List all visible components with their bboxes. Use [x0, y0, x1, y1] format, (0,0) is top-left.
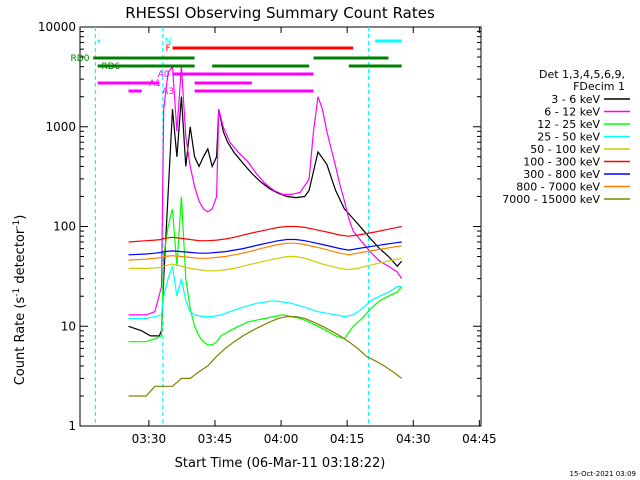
series-line-0 [128, 96, 403, 337]
series-line-6 [128, 238, 402, 256]
legend-label-7: 800 - 7000 keV [516, 181, 600, 194]
x-tick-label-0: 03:30 [132, 432, 167, 446]
flag-label-a1: A1 [149, 79, 161, 89]
series-line-2 [128, 196, 403, 346]
series-line-5 [128, 225, 402, 243]
legend-subtitle: FDecim 1 [573, 80, 625, 93]
legend-label-6: 300 - 800 keV [523, 168, 600, 181]
x-tick-label-4: 04:30 [396, 432, 431, 446]
legend-label-4: 50 - 100 keV [530, 143, 600, 156]
series-line-1 [128, 65, 403, 316]
x-tick-label-1: 03:45 [198, 432, 233, 446]
legend-label-3: 25 - 50 keV [537, 131, 600, 144]
legend-label-0: 3 - 6 keV [551, 93, 600, 106]
svg-text:Count Rate (s-1 detector-1): Count Rate (s-1 detector-1) [12, 215, 28, 386]
legend-label-8: 7000 - 15000 keV [502, 193, 600, 206]
y-tick-label-4: 10000 [38, 20, 76, 34]
y-tick-label-0: 1 [68, 419, 76, 433]
flag-label-rd6: RD6 [101, 62, 120, 72]
series-line-3 [128, 266, 402, 319]
flag-label-a3: A3 [162, 87, 174, 97]
series-line-8 [128, 316, 403, 397]
y-ticks: 1 10 100 1000 10000 [38, 20, 481, 433]
saa-lines [94, 27, 370, 426]
series-lines [128, 65, 403, 397]
y-tick-label-2: 100 [53, 220, 76, 234]
series-line-4 [128, 255, 402, 272]
legend-label-5: 100 - 300 keV [523, 156, 600, 169]
flag-label-a0: A0 [158, 70, 170, 80]
flag-label-rd0: RD0 [71, 54, 90, 64]
y-tick-label-3: 1000 [45, 120, 76, 134]
legend-label-1: 6 - 12 keV [544, 106, 600, 119]
legend-label-2: 12 - 25 keV [537, 118, 600, 131]
x-tick-label-3: 04:15 [330, 432, 365, 446]
x-tick-label-5: 04:45 [462, 432, 497, 446]
flag-label-f: F [166, 44, 171, 54]
x-ticks: 03:30 03:45 04:00 04:15 04:30 04:45 [132, 27, 497, 446]
x-axis-label: Start Time (06-Mar-11 03:18:22) [175, 456, 386, 471]
y-axis-label: Count Rate (s-1 detector-1) [12, 215, 28, 386]
x-tick-label-2: 04:00 [264, 432, 299, 446]
chart-title: RHESSI Observing Summary Count Rates [125, 4, 435, 22]
y-tick-label-1: 10 [61, 319, 76, 333]
legend-title: Det 1,3,4,5,6,9, [539, 68, 625, 81]
footer-timestamp: 15-Oct-2021 03:09 [570, 470, 636, 478]
flag-label-n: N [165, 37, 172, 47]
plot-frame [79, 26, 482, 427]
series-line-7 [128, 242, 402, 261]
